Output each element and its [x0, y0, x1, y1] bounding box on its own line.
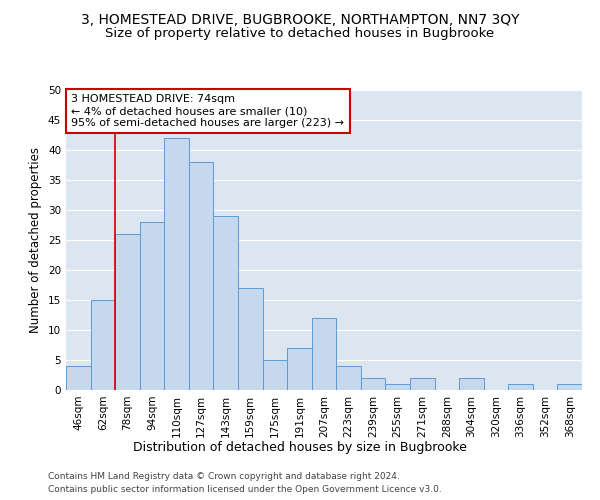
- Bar: [410, 378, 434, 390]
- Text: 3, HOMESTEAD DRIVE, BUGBROOKE, NORTHAMPTON, NN7 3QY: 3, HOMESTEAD DRIVE, BUGBROOKE, NORTHAMPT…: [81, 12, 519, 26]
- Text: Distribution of detached houses by size in Bugbrooke: Distribution of detached houses by size …: [133, 441, 467, 454]
- Bar: [115, 234, 140, 390]
- Text: Contains HM Land Registry data © Crown copyright and database right 2024.: Contains HM Land Registry data © Crown c…: [48, 472, 400, 481]
- Bar: [287, 348, 312, 390]
- Bar: [238, 288, 263, 390]
- Bar: [361, 378, 385, 390]
- Text: Size of property relative to detached houses in Bugbrooke: Size of property relative to detached ho…: [106, 28, 494, 40]
- Text: Contains public sector information licensed under the Open Government Licence v3: Contains public sector information licen…: [48, 485, 442, 494]
- Bar: [91, 300, 115, 390]
- Bar: [312, 318, 336, 390]
- Bar: [164, 138, 189, 390]
- Bar: [140, 222, 164, 390]
- Bar: [557, 384, 582, 390]
- Bar: [66, 366, 91, 390]
- Bar: [459, 378, 484, 390]
- Bar: [336, 366, 361, 390]
- Bar: [385, 384, 410, 390]
- Text: 3 HOMESTEAD DRIVE: 74sqm
← 4% of detached houses are smaller (10)
95% of semi-de: 3 HOMESTEAD DRIVE: 74sqm ← 4% of detache…: [71, 94, 344, 128]
- Y-axis label: Number of detached properties: Number of detached properties: [29, 147, 43, 333]
- Bar: [263, 360, 287, 390]
- Bar: [214, 216, 238, 390]
- Bar: [189, 162, 214, 390]
- Bar: [508, 384, 533, 390]
